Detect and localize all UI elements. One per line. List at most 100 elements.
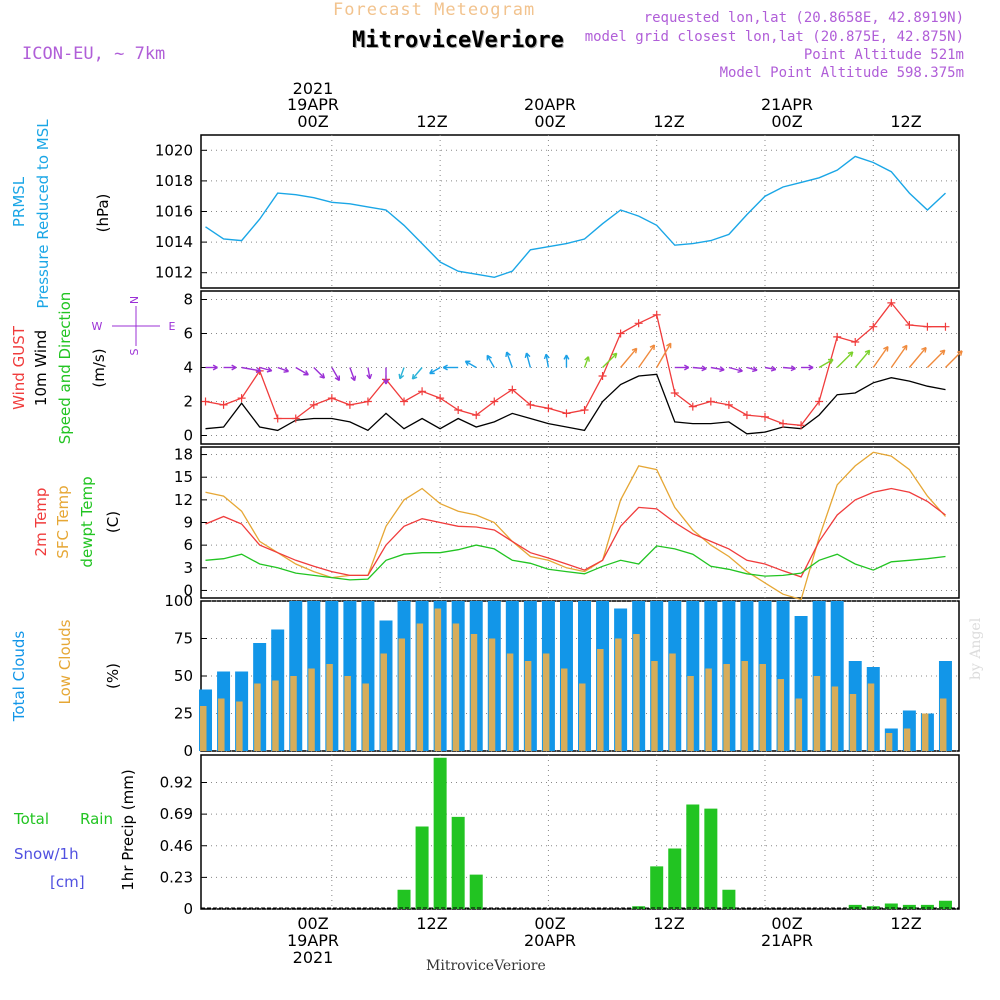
- low-cloud-bar-24: [633, 634, 640, 751]
- low-cloud-bar-1: [218, 698, 225, 751]
- pressure-ytick-label-4: 1020: [155, 141, 193, 159]
- wind-gust-marker-30: [742, 411, 751, 420]
- low-cloud-bar-14: [452, 623, 460, 751]
- low-cloud-bar-15: [470, 634, 478, 751]
- low-cloud-bar-18: [524, 661, 532, 751]
- wind-direction-arrow-8: [349, 367, 356, 381]
- top-year-label: 2021: [293, 79, 334, 98]
- temperature-ytick-label-6: 18: [174, 446, 193, 464]
- wind-direction-arrowhead-1: [231, 364, 237, 371]
- station-title: MitroviceVeriore: [352, 28, 564, 53]
- low-cloud-bar-34: [813, 676, 821, 751]
- pressure-unit: (hPa): [94, 194, 112, 233]
- wind-direction-arrow-35: [836, 351, 854, 368]
- bottom-hour-label-3: 12Z: [653, 914, 684, 933]
- low-cloud-bar-7: [326, 664, 333, 751]
- credit-watermark: by Angel: [968, 617, 984, 680]
- pressure-ytick-label-2: 1016: [155, 203, 193, 221]
- wind-ytick-label-3: 6: [183, 325, 193, 343]
- precip-bar-15: [469, 874, 483, 909]
- bottom-date-label-19apr: 19APR: [287, 931, 339, 950]
- bottom-date-label-21apr: 21APR: [761, 931, 813, 950]
- top-date-label-21apr: 21APR: [761, 95, 813, 114]
- low-cloud-bar-21: [579, 683, 586, 751]
- wind-direction-arrow-24: [638, 344, 656, 368]
- low-cloud-bar-35: [831, 686, 839, 751]
- wind-direction-arrow-15: [465, 360, 477, 369]
- wind-gust-marker-34: [815, 397, 824, 406]
- wind-title-dir: Speed and Direction: [56, 292, 74, 445]
- wind-direction-arrow-9: [367, 367, 371, 379]
- wind-gust-marker-37: [869, 322, 878, 331]
- low-cloud-bar-39: [903, 728, 911, 751]
- wind-direction-arrowhead-3: [266, 366, 273, 373]
- wind-gust-marker-35: [833, 332, 842, 341]
- wind-gust-marker-36: [851, 338, 860, 346]
- low-cloud-bar-41: [939, 698, 947, 751]
- wind-gust-marker-39: [905, 321, 914, 329]
- wind-direction-arrowhead-17: [505, 351, 511, 358]
- top-date-label-19apr: 19APR: [287, 95, 339, 114]
- precip-ytick-label-3: 0.69: [160, 805, 193, 823]
- temperature-line-2m-temp: [205, 487, 946, 578]
- wind-direction-arrow-2: [241, 366, 261, 372]
- precip-bar-29: [722, 889, 736, 909]
- precip-panel: 0 0.23 0.46 0.69 0.92: [160, 754, 960, 918]
- wind-direction-arrowhead-40: [939, 349, 946, 356]
- wind-direction-arrowhead-32: [790, 365, 796, 372]
- wind-compass: N S W E: [92, 296, 176, 356]
- wind-direction-arrowhead-38: [902, 344, 908, 351]
- temp-unit: (C): [104, 511, 122, 533]
- precip-bar-27: [686, 804, 700, 909]
- wind-direction-arrowhead-31: [770, 365, 777, 372]
- bottom-date-label-20apr: 20APR: [524, 931, 576, 950]
- bottom-year-label: 2021: [293, 948, 334, 967]
- bottom-hour-label-5: 12Z: [890, 914, 921, 933]
- low-cloud-bar-28: [705, 668, 712, 751]
- low-cloud-bar-36: [849, 694, 857, 751]
- wind-direction-arrowhead-9: [366, 373, 373, 380]
- wind-panel: 0 2 4 6 8: [183, 290, 963, 445]
- wind-direction-arrowhead-13: [429, 368, 435, 375]
- low-cloud-bar-19: [542, 653, 550, 751]
- precip-unit: 1hr Precip (mm): [119, 769, 137, 890]
- wind-direction-arrowhead-20: [563, 354, 570, 360]
- top-hour-label-3: 12Z: [653, 112, 684, 131]
- wind-gust-marker-23: [616, 329, 625, 338]
- precip-ytick-label-0: 0: [183, 900, 193, 918]
- wind-gust-marker-22: [598, 372, 607, 380]
- wind-direction-arrowhead-11: [398, 373, 405, 380]
- low-cloud-bar-13: [434, 608, 442, 751]
- temperature-ytick-label-3: 9: [183, 514, 193, 532]
- wind-gust-marker-32: [779, 419, 788, 428]
- wind-gust-marker-14: [454, 406, 463, 414]
- wind-gust-marker-21: [580, 406, 589, 414]
- precip-ytick-label-2: 0.46: [160, 837, 193, 855]
- wind-gust-marker-7: [327, 394, 336, 403]
- wind-direction-arrow-37: [872, 346, 889, 368]
- pressure-frame: [200, 134, 960, 289]
- wind-direction-arrowhead-25: [666, 342, 672, 349]
- wind-direction-arrowhead-18: [524, 352, 531, 359]
- wind-gust-marker-38: [887, 298, 896, 307]
- wind-gust-marker-41: [941, 322, 950, 331]
- wind-gust-marker-18: [526, 400, 535, 409]
- bottom-time-axis: 00Z 12Z 00Z 12Z 00Z 12Z 19APR 20APR 21AP…: [287, 914, 922, 967]
- low-cloud-bar-32: [777, 679, 785, 751]
- top-hour-label-1: 12Z: [416, 112, 447, 131]
- low-cloud-bar-8: [344, 676, 351, 751]
- wind-direction-arrowhead-28: [719, 366, 725, 373]
- wind-direction-arrowhead-12: [411, 373, 418, 380]
- wind-direction-arrow-25: [656, 342, 672, 368]
- wind-direction-arrow-36: [854, 349, 871, 368]
- precip-bar-24: [632, 906, 646, 909]
- wind-gust-marker-25: [652, 310, 661, 319]
- wind-gust-marker-4: [273, 414, 282, 423]
- precip-bar-12: [415, 826, 429, 909]
- clouds-ytick-label-0: 0: [183, 742, 193, 760]
- top-hour-label-4: 00Z: [771, 112, 802, 131]
- temp-title-dewpt: dewpt Temp: [78, 476, 96, 567]
- wind-gust-marker-0: [201, 397, 210, 406]
- panel-titles: PRMSL Pressure Reduced to MSL (hPa) Wind…: [10, 119, 137, 891]
